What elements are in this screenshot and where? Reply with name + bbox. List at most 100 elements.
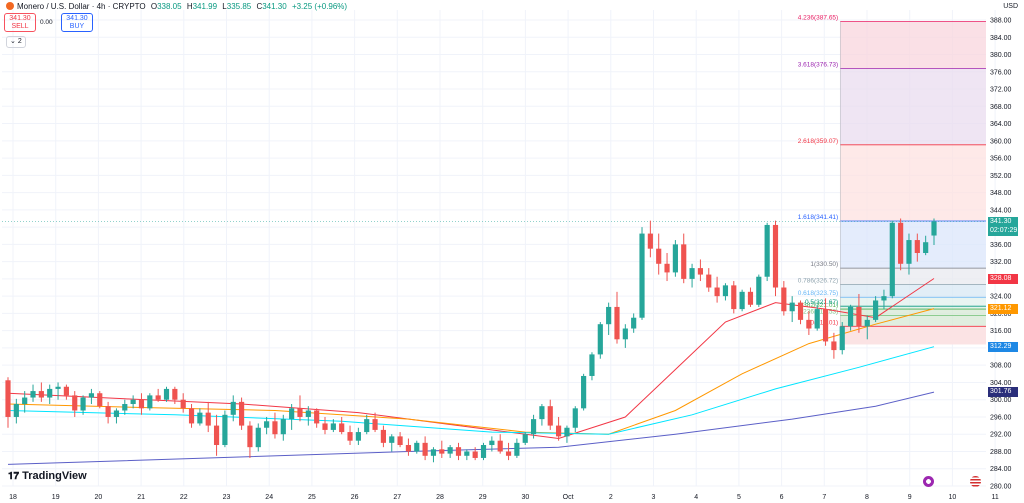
ma-cyan-line xyxy=(7,346,935,435)
candle xyxy=(772,220,779,297)
candle xyxy=(180,393,186,413)
x-tick-label: 2 xyxy=(609,494,613,501)
candle-body xyxy=(480,445,487,458)
indicators-toggle[interactable]: ⌄ 2 xyxy=(6,36,26,48)
candle-body xyxy=(255,427,261,448)
price-axis: 280.00 284.00 288.00 292.00 296.00 300.00 304.… xyxy=(990,18,1012,491)
candle xyxy=(831,332,837,359)
candle-body xyxy=(497,440,503,452)
candle xyxy=(330,419,336,433)
y-tick-label: 292.00 xyxy=(990,432,1012,439)
candle-body xyxy=(881,296,887,301)
sell-price: 341.30 xyxy=(9,15,31,22)
candle-body xyxy=(297,408,303,417)
candle xyxy=(205,401,211,433)
candle-body xyxy=(864,319,870,327)
candle-body xyxy=(856,306,862,327)
candle-body xyxy=(697,268,704,275)
spread-value: 0.00 xyxy=(40,19,53,26)
candle-body xyxy=(514,442,520,456)
fib-zone xyxy=(840,284,986,298)
candle xyxy=(881,289,887,310)
candle xyxy=(914,233,920,262)
candle-body xyxy=(305,410,311,417)
candle-body xyxy=(822,309,829,342)
x-tick-label: 29 xyxy=(479,494,487,501)
candle-body xyxy=(213,425,220,446)
candle xyxy=(664,253,670,282)
candle xyxy=(731,281,737,314)
candle xyxy=(522,432,528,446)
candle xyxy=(814,304,820,331)
candle xyxy=(255,423,261,452)
candle-body xyxy=(38,391,44,398)
candle-body xyxy=(163,388,170,400)
candle-body xyxy=(597,324,603,355)
time-axis: 18 19 20 21 22 23 24 25 26 27 28 29 30 Oct 2 3 4 5 6 7 8 9 10 1… xyxy=(9,494,999,501)
fib-zone xyxy=(840,268,986,285)
change-value: +3.25 (+0.96%) xyxy=(291,2,348,11)
candle-body xyxy=(405,445,412,452)
monero-logo-icon xyxy=(6,2,14,10)
candle-body xyxy=(247,425,253,448)
candle xyxy=(614,291,620,344)
ma-red-tag: 328.08 xyxy=(988,273,1018,284)
y-tick-label: 320.00 xyxy=(990,311,1012,318)
candle-body xyxy=(238,401,245,426)
candle-body xyxy=(97,393,103,407)
us-flag-icon[interactable] xyxy=(970,476,981,487)
candle-body xyxy=(589,354,595,376)
moving-averages xyxy=(7,278,935,465)
candle-body xyxy=(230,401,236,415)
candle xyxy=(322,416,328,435)
candle xyxy=(822,298,829,346)
candle xyxy=(380,425,386,448)
candle xyxy=(272,412,278,439)
y-tick-label: 296.00 xyxy=(990,414,1012,421)
candle xyxy=(72,391,78,417)
buy-button[interactable]: 341.30 BUY xyxy=(61,13,93,32)
fib-level-label: 0.618(323.75) xyxy=(798,290,838,297)
candle-body xyxy=(789,302,795,312)
y-tick-label: 356.00 xyxy=(990,156,1012,163)
candle-body xyxy=(88,393,95,398)
candle xyxy=(714,276,720,303)
candle-body xyxy=(806,319,812,329)
candle xyxy=(13,398,19,424)
candle xyxy=(722,283,729,301)
fib-zone xyxy=(840,306,986,310)
candle xyxy=(5,377,11,428)
lightning-icon[interactable] xyxy=(923,476,934,487)
candle xyxy=(464,449,470,461)
x-tick-label: 7 xyxy=(822,494,826,501)
x-tick-label: 11 xyxy=(991,494,998,501)
high-value: 341.99 xyxy=(192,2,218,11)
candle xyxy=(22,391,28,413)
fib-level-label: 2.618(359.07) xyxy=(798,138,838,145)
candle-body xyxy=(63,386,69,396)
candle-body xyxy=(731,285,737,310)
candle-body xyxy=(797,302,804,320)
candle-body xyxy=(647,233,653,249)
fib-level-label: 4.236(387.65) xyxy=(798,15,838,22)
candle-body xyxy=(847,306,854,327)
candle xyxy=(898,218,904,271)
y-tick-label: 288.00 xyxy=(990,449,1012,456)
candle-body xyxy=(397,436,403,446)
candle-body xyxy=(105,406,111,417)
candle-body xyxy=(47,388,53,398)
candle-body xyxy=(572,408,578,428)
sell-button[interactable]: 341.30 SELL xyxy=(4,13,36,32)
candle-body xyxy=(556,425,562,437)
candle xyxy=(289,404,295,430)
candle xyxy=(581,373,587,411)
candle xyxy=(105,401,111,424)
candle-body xyxy=(606,306,612,325)
candle-body xyxy=(380,429,386,443)
candle xyxy=(689,263,695,288)
low-label: L xyxy=(222,2,227,11)
candle-body xyxy=(222,414,228,446)
y-tick-label: 372.00 xyxy=(990,87,1012,94)
candle xyxy=(480,442,487,461)
